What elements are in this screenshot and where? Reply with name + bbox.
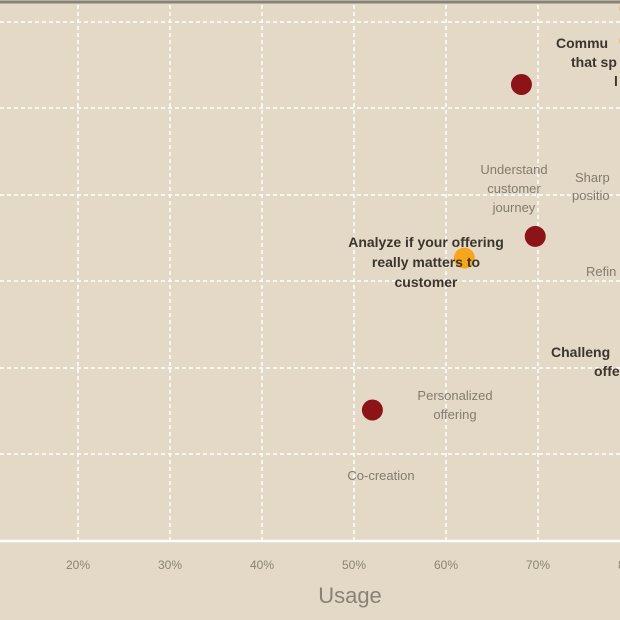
annotation-analyze-3: customer (394, 274, 458, 290)
annotation-sharpen-2: positio (572, 188, 610, 203)
annotation-journey-3: journey (492, 200, 536, 215)
annotation-analyze-2: really matters to (372, 254, 480, 270)
grid (0, 5, 620, 543)
x-tick-label: 70% (526, 558, 550, 572)
x-tick-label: 80% (618, 558, 620, 572)
annotations: Commu that sp l Analyze if your offering… (347, 35, 619, 483)
annotation-personalized-1: Personalized (417, 388, 492, 403)
annotation-communicate-2: that sp (571, 54, 617, 70)
x-tick-label: 20% (66, 558, 90, 572)
annotation-refine: Refin (586, 264, 616, 279)
data-point (453, 247, 475, 269)
x-tick-label: 60% (434, 558, 458, 572)
annotation-journey-1: Understand (480, 162, 547, 177)
x-tick-label: 40% (250, 558, 274, 572)
annotation-challenge-2: offe (594, 363, 620, 379)
data-point (510, 74, 532, 95)
annotation-communicate-1: Commu (556, 35, 608, 51)
x-axis-title: Usage (318, 583, 382, 608)
annotation-personalized-2: offering (433, 407, 476, 422)
x-tick-label: 30% (158, 558, 182, 572)
annotation-communicate-3: l (614, 73, 618, 89)
annotation-journey-2: customer (487, 181, 541, 196)
annotation-challenge-1: Challeng (551, 344, 610, 360)
annotation-co-creation: Co-creation (347, 468, 414, 483)
x-axis-ticks: 10%20%30%40%50%60%70%80% (66, 558, 620, 572)
points-layer (361, 5, 620, 421)
x-tick-label: 50% (342, 558, 366, 572)
data-point (361, 399, 383, 421)
annotation-sharpen-1: Sharp (575, 170, 610, 185)
annotation-analyze-1: Analyze if your offering (348, 234, 504, 250)
data-point (524, 225, 546, 247)
